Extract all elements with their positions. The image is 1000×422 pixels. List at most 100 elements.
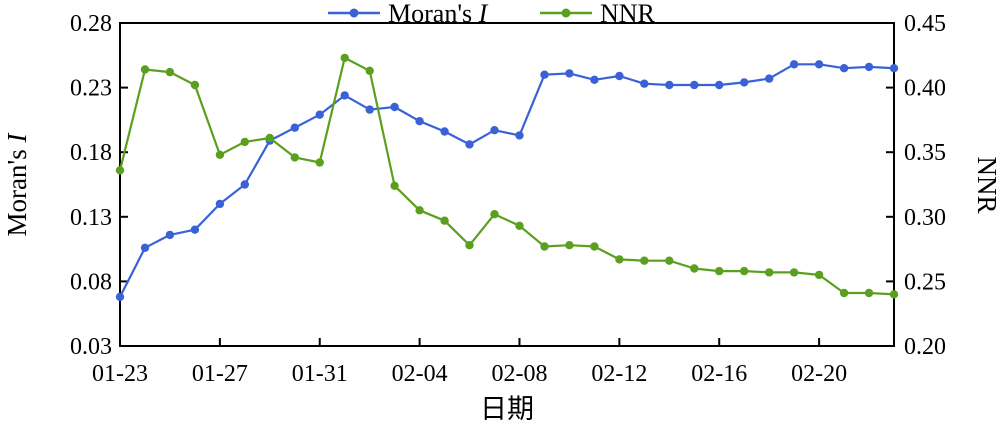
x-tick-label: 02-12: [591, 361, 647, 387]
data-point-morans-i: [814, 60, 824, 69]
legend-marker-nnr: [561, 8, 571, 18]
data-point-nnr: [165, 67, 175, 77]
data-point-nnr: [565, 241, 574, 250]
data-point-morans-i: [490, 126, 499, 135]
data-point-nnr: [640, 256, 649, 265]
data-point-morans-i: [740, 78, 749, 87]
right-y-tick-label: 0.25: [904, 269, 946, 295]
data-point-nnr: [115, 166, 125, 175]
data-point-morans-i: [215, 199, 225, 209]
data-point-morans-i: [715, 80, 724, 90]
x-tick-label: 02-04: [392, 361, 448, 387]
left-y-axis-title-text: Moran's: [2, 142, 32, 236]
data-point-nnr: [290, 153, 299, 162]
data-point-nnr: [265, 133, 274, 143]
series-nnr: [115, 53, 899, 299]
data-point-morans-i: [465, 140, 474, 149]
data-point-nnr: [740, 266, 749, 276]
data-point-morans-i: [290, 123, 299, 132]
data-point-morans-i: [640, 79, 649, 88]
data-point-nnr: [140, 65, 150, 74]
left-y-tick-label: 0.28: [70, 11, 112, 37]
data-point-morans-i: [315, 110, 324, 119]
data-point-nnr: [365, 66, 374, 76]
data-point-morans-i: [240, 180, 249, 189]
data-point-nnr: [415, 206, 424, 215]
legend-marker-morans-i: [349, 8, 359, 18]
data-point-morans-i: [889, 63, 899, 73]
data-point-nnr: [590, 242, 599, 251]
data-point-nnr: [765, 268, 774, 277]
left-y-tick-label: 0.13: [70, 205, 112, 231]
data-point-nnr: [390, 181, 399, 190]
data-point-morans-i: [590, 75, 599, 85]
right-y-tick-label: 0.40: [904, 76, 946, 102]
data-point-morans-i: [540, 70, 549, 79]
data-point-nnr: [515, 221, 524, 230]
data-point-nnr: [814, 270, 824, 280]
data-point-nnr: [490, 210, 499, 219]
data-point-nnr: [665, 256, 674, 265]
data-point-morans-i: [390, 102, 399, 112]
x-axis: 01-23 01-27 01-31 02-04 02-08 02-12 02-16 02-20: [92, 338, 847, 387]
data-point-nnr: [340, 53, 349, 63]
data-point-morans-i: [190, 225, 200, 234]
data-point-nnr: [690, 264, 699, 273]
data-point-nnr: [440, 216, 449, 225]
data-point-nnr: [715, 266, 724, 276]
right-y-axis-title: NNR: [972, 156, 1000, 213]
data-point-nnr: [240, 137, 249, 147]
series-layer: [115, 53, 899, 302]
x-tick-label: 01-31: [292, 361, 348, 387]
data-point-nnr: [465, 241, 474, 250]
left-y-axis-title-italic: I: [2, 131, 32, 143]
data-point-morans-i: [690, 80, 699, 90]
legend-label-morans-i: Moran's I: [388, 0, 489, 28]
plot-frame: [119, 22, 895, 347]
data-point-morans-i: [565, 69, 574, 78]
data-point-morans-i: [864, 62, 874, 72]
left-y-tick-label: 0.23: [70, 76, 112, 102]
right-y-tick-label: 0.30: [904, 205, 946, 231]
data-point-morans-i: [140, 243, 150, 252]
right-y-tick-label: 0.45: [904, 11, 946, 37]
left-y-tick-label: 0.08: [70, 269, 112, 295]
data-point-morans-i: [515, 131, 524, 140]
data-point-morans-i: [839, 63, 849, 73]
data-point-morans-i: [615, 71, 624, 81]
legend-label-nnr: NNR: [600, 0, 656, 28]
data-point-morans-i: [415, 117, 424, 126]
data-point-nnr: [190, 80, 200, 90]
data-point-nnr: [839, 288, 849, 298]
legend: Moran's I NNR: [328, 0, 656, 28]
x-tick-label: 02-08: [491, 361, 547, 387]
data-point-morans-i: [789, 60, 799, 69]
data-point-nnr: [789, 268, 799, 277]
legend-label-morans-i-text: Moran's: [388, 0, 479, 28]
data-point-morans-i: [765, 74, 774, 83]
data-point-morans-i: [365, 105, 374, 114]
legend-label-morans-i-italic: I: [478, 0, 489, 28]
left-y-axis-title: Moran's I: [2, 131, 32, 236]
data-point-morans-i: [340, 91, 349, 100]
data-point-nnr: [215, 150, 225, 159]
right-y-tick-label: 0.20: [904, 334, 946, 360]
left-y-tick-label: 0.03: [70, 334, 112, 360]
x-tick-label: 01-27: [192, 361, 248, 387]
data-point-nnr: [540, 242, 549, 251]
data-point-morans-i: [665, 80, 674, 90]
data-point-morans-i: [440, 127, 449, 136]
data-point-nnr: [889, 290, 899, 299]
left-y-tick-label: 0.18: [70, 140, 112, 166]
data-point-nnr: [615, 255, 624, 264]
data-point-morans-i: [165, 230, 175, 240]
series-morans-i: [115, 60, 899, 302]
data-point-nnr: [315, 158, 324, 167]
data-point-morans-i: [115, 292, 125, 302]
series-line-morans-i: [119, 63, 895, 298]
x-tick-label: 01-23: [92, 361, 148, 387]
x-axis-title: 日期: [480, 394, 534, 422]
series-line-nnr: [118, 56, 895, 296]
